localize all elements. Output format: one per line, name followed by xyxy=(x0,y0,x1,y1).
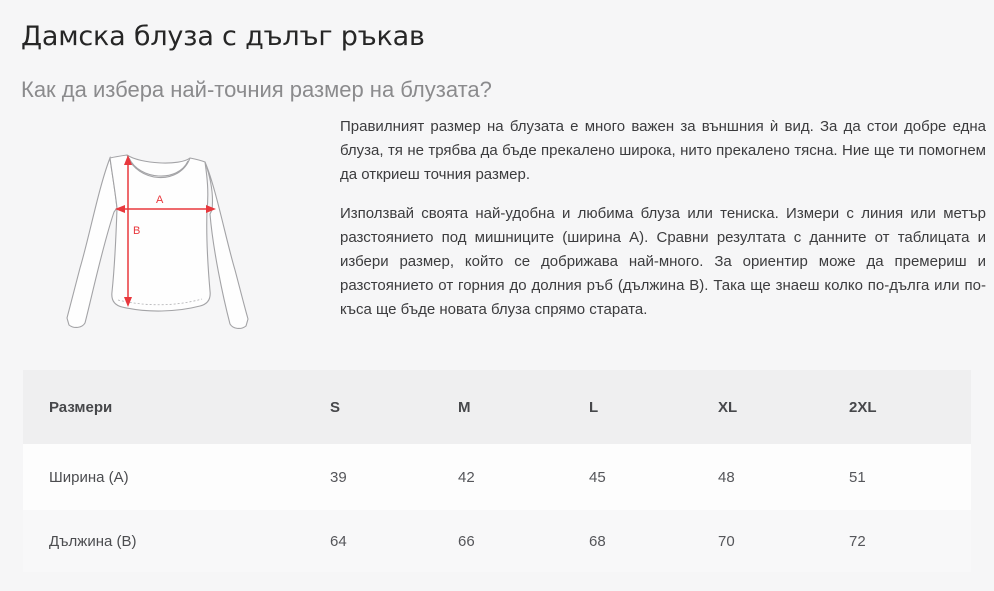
size-header-m: M xyxy=(458,398,471,416)
size-header-l: L xyxy=(589,398,599,416)
width-row-label: Ширина (A) xyxy=(49,468,129,486)
sizing-instructions: Правилният размер на блузата е много важ… xyxy=(340,115,986,337)
size-header-s: S xyxy=(330,398,341,416)
size-header-xl: XL xyxy=(718,398,738,416)
size-table-header-label: Размери xyxy=(49,398,113,416)
width-value-s: 39 xyxy=(330,468,347,486)
blouse-illustration-icon: A B xyxy=(66,154,249,329)
length-value-l: 68 xyxy=(589,532,606,550)
length-value-xl: 70 xyxy=(718,532,735,550)
width-arrow: A xyxy=(115,194,216,213)
size-header-2xl: 2XL xyxy=(849,398,877,416)
width-arrow-label: A xyxy=(156,194,164,206)
length-value-2xl: 72 xyxy=(849,532,866,550)
length-row: Дължина (B) 64 66 68 70 72 xyxy=(23,510,971,572)
intro-paragraph-2: Използвай своята най-удобна и любима блу… xyxy=(340,205,986,318)
length-value-s: 64 xyxy=(330,532,347,550)
page-subtitle: Как да избера най-точния размер на блуза… xyxy=(21,77,492,102)
torso-shape xyxy=(109,154,211,312)
collar-inner-line xyxy=(128,157,189,177)
left-sleeve-shape xyxy=(66,155,118,328)
blouse-measurement-diagram: A B xyxy=(52,128,348,364)
width-value-l: 45 xyxy=(589,468,606,486)
length-arrow-label: B xyxy=(133,225,140,237)
right-sleeve-shape xyxy=(204,161,249,329)
size-table: Размери S M L XL 2XL Ширина (A) 39 42 45… xyxy=(23,370,971,572)
width-row: Ширина (A) 39 42 45 48 51 xyxy=(23,444,971,510)
length-value-m: 66 xyxy=(458,532,475,550)
width-value-m: 42 xyxy=(458,468,475,486)
length-arrow: B xyxy=(124,155,140,307)
length-row-label: Дължина (B) xyxy=(49,532,137,550)
width-value-2xl: 51 xyxy=(849,468,866,486)
intro-paragraph-1: Правилният размер на блузата е много важ… xyxy=(340,118,986,183)
page-title: Дамска блуза с дълъг ръкав xyxy=(21,21,425,52)
width-value-xl: 48 xyxy=(718,468,735,486)
size-table-header-row: Размери S M L XL 2XL xyxy=(23,370,971,444)
